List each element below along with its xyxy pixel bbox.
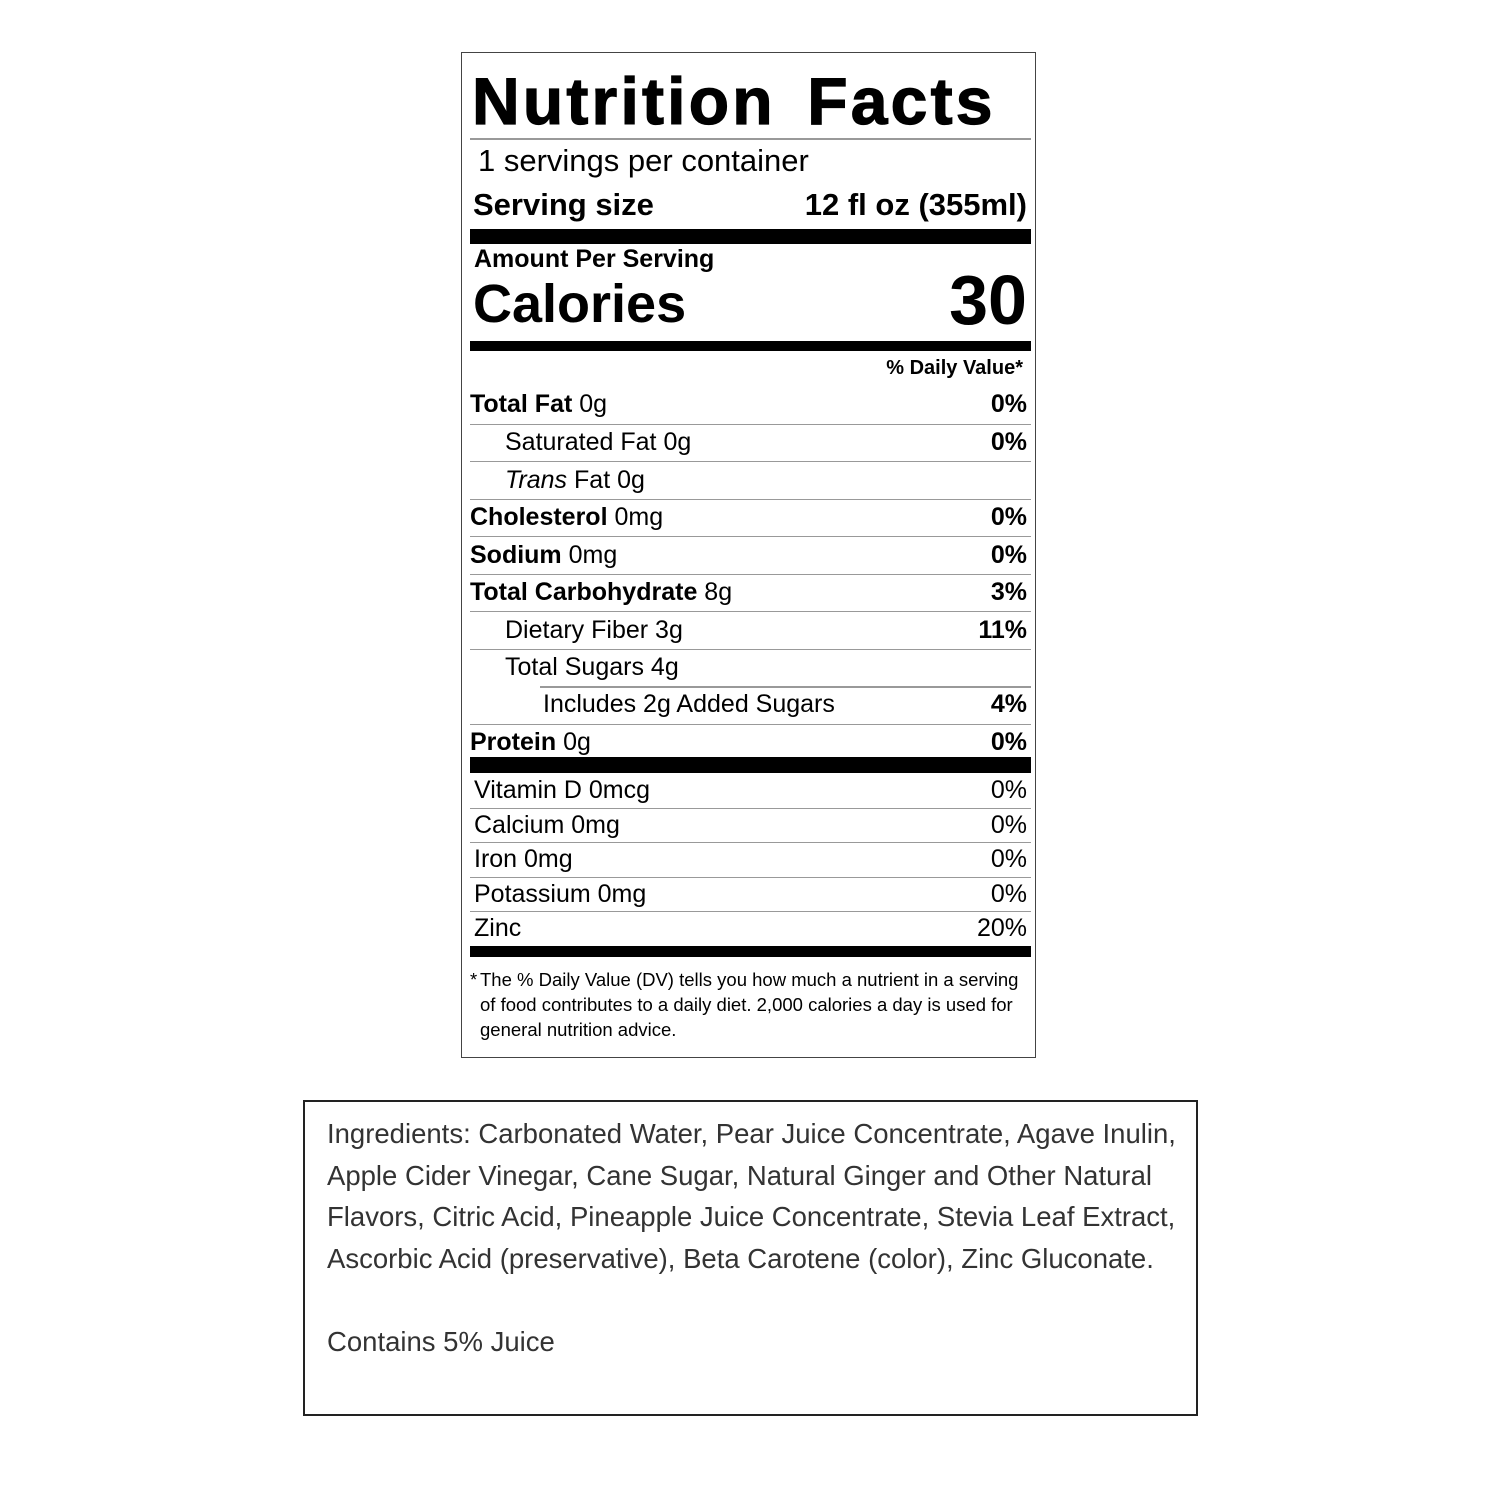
nutrient-amount: 0g xyxy=(579,390,608,419)
vitamin-name: Calcium 0mg xyxy=(474,810,620,839)
nutrient-amount: 0g xyxy=(663,428,692,457)
nutrient-row: Total Fat 0g 0% xyxy=(470,386,1031,424)
nutrient-name: Cholesterol 0mg xyxy=(470,503,663,532)
nutrition-facts-label: Nutrition Facts 1 servings per container… xyxy=(461,52,1036,1058)
nutrient-name: Sodium 0mg xyxy=(470,541,617,570)
serving-size-row: Serving size 12 fl oz (355ml) xyxy=(473,187,1027,223)
nutrient-label: Sodium xyxy=(470,540,562,569)
nutrient-daily-value: 0% xyxy=(990,728,1027,757)
nutrient-row: Dietary Fiber 3g 11% xyxy=(470,611,1031,649)
nutrient-row: Trans Fat 0g xyxy=(470,461,1031,499)
vitamin-row: Iron 0mg 0% xyxy=(470,842,1031,877)
thick-divider xyxy=(470,341,1031,351)
vitamin-row: Calcium 0mg 0% xyxy=(470,807,1031,843)
thick-divider xyxy=(470,229,1031,244)
nutrient-row: Saturated Fat 0g 0% xyxy=(470,423,1031,462)
nutrient-name: Saturated Fat 0g xyxy=(470,428,691,457)
ingredients-box: Ingredients: Carbonated Water, Pear Juic… xyxy=(303,1100,1198,1416)
vitamin-row: Potassium 0mg 0% xyxy=(470,876,1031,912)
nutrient-amount: 4g xyxy=(650,653,679,682)
nutrient-row: Total Sugars 4g xyxy=(470,648,1031,687)
vitamin-daily-value: 0% xyxy=(990,879,1027,908)
nutrient-row: Total Carbohydrate 8g 3% xyxy=(470,573,1031,612)
nutrient-label: Dietary Fiber xyxy=(505,615,649,644)
nutrient-label: Protein xyxy=(470,728,557,757)
vitamin-name: Vitamin D 0mcg xyxy=(474,775,650,804)
nutrient-name-italic: Trans xyxy=(505,465,568,494)
nutrient-amount: 8g xyxy=(704,578,733,607)
juice-statement: Contains 5% Juice xyxy=(327,1325,555,1357)
nutrient-list: Total Fat 0g 0% Saturated Fat 0g 0% Trans Fa… xyxy=(470,386,1031,761)
servings-per-container: 1 servings per container xyxy=(478,143,809,178)
thick-divider xyxy=(470,757,1031,773)
nutrient-row: Protein 0g 0% xyxy=(470,723,1031,762)
vitamin-list: Vitamin D 0mcg 0% Calcium 0mg 0% Iron 0mg 0% P… xyxy=(470,773,1031,946)
thick-divider xyxy=(470,946,1031,957)
vitamin-row: Zinc 20% xyxy=(470,911,1031,946)
nutrient-amount: 3g xyxy=(655,615,683,644)
nutrient-label: Total Carbohydrate xyxy=(470,578,698,607)
nutrient-name: Trans Fat 0g xyxy=(470,466,645,495)
nutrient-label: Saturated Fat xyxy=(505,428,657,457)
nutrient-daily-value: 3% xyxy=(990,578,1027,607)
nutrient-name: Total Carbohydrate 8g xyxy=(470,578,732,607)
nutrient-label: Total Fat xyxy=(470,390,573,419)
nutrient-row: Includes 2g Added Sugars 4% xyxy=(470,686,1031,724)
vitamin-name: Potassium 0mg xyxy=(474,879,647,908)
nutrient-daily-value: 4% xyxy=(990,690,1027,719)
label-title: Nutrition Facts xyxy=(471,63,996,138)
nutrient-label: Total Sugars xyxy=(505,653,644,682)
nutrient-name: Protein 0g xyxy=(470,728,591,757)
vitamin-daily-value: 20% xyxy=(976,914,1027,943)
footnote-text: The % Daily Value (DV) tells you how muc… xyxy=(480,969,1019,1040)
serving-size-value: 12 fl oz (355ml) xyxy=(804,187,1027,222)
vitamin-daily-value: 0% xyxy=(990,845,1027,874)
nutrient-name: Total Fat 0g xyxy=(470,390,607,419)
calories-row: Calories 30 xyxy=(473,265,1027,335)
nutrient-daily-value: 0% xyxy=(990,540,1027,569)
vitamin-name: Zinc xyxy=(474,914,522,943)
nutrient-daily-value: 11% xyxy=(978,615,1027,644)
amount-per-serving: Amount Per Serving xyxy=(474,245,715,273)
nutrient-daily-value: 0% xyxy=(990,428,1027,457)
nutrient-row: Sodium 0mg 0% xyxy=(470,536,1031,574)
nutrient-amount: 0mg xyxy=(568,540,618,569)
calories-label: Calories xyxy=(473,274,687,334)
calories-value: 30 xyxy=(949,261,1027,339)
footnote-marker: * xyxy=(470,969,478,990)
divider xyxy=(470,138,1031,140)
nutrient-amount: 0g xyxy=(563,728,591,757)
nutrient-label: Includes 2g Added Sugars xyxy=(543,690,835,719)
nutrient-label: Fat xyxy=(574,465,611,494)
footnote: * The % Daily Value (DV) tells you how m… xyxy=(470,967,1030,1042)
nutrient-daily-value: 0% xyxy=(990,503,1027,532)
nutrient-label: Cholesterol xyxy=(470,503,608,532)
nutrient-name: Total Sugars 4g xyxy=(470,653,679,682)
vitamin-name: Iron 0mg xyxy=(474,845,573,874)
daily-value-header: % Daily Value* xyxy=(886,357,1023,379)
vitamin-row: Vitamin D 0mcg 0% xyxy=(470,773,1031,808)
nutrient-name: Dietary Fiber 3g xyxy=(470,616,683,645)
nutrient-amount: 0g xyxy=(617,465,645,494)
vitamin-daily-value: 0% xyxy=(990,810,1027,839)
nutrient-name: Includes 2g Added Sugars xyxy=(470,690,835,719)
nutrient-row: Cholesterol 0mg 0% xyxy=(470,498,1031,537)
vitamin-daily-value: 0% xyxy=(990,775,1027,804)
nutrient-amount: 0mg xyxy=(614,503,664,532)
serving-size-label: Serving size xyxy=(473,187,654,222)
nutrient-daily-value: 0% xyxy=(990,390,1027,419)
ingredients-text: Ingredients: Carbonated Water, Pear Juic… xyxy=(327,1118,1176,1274)
